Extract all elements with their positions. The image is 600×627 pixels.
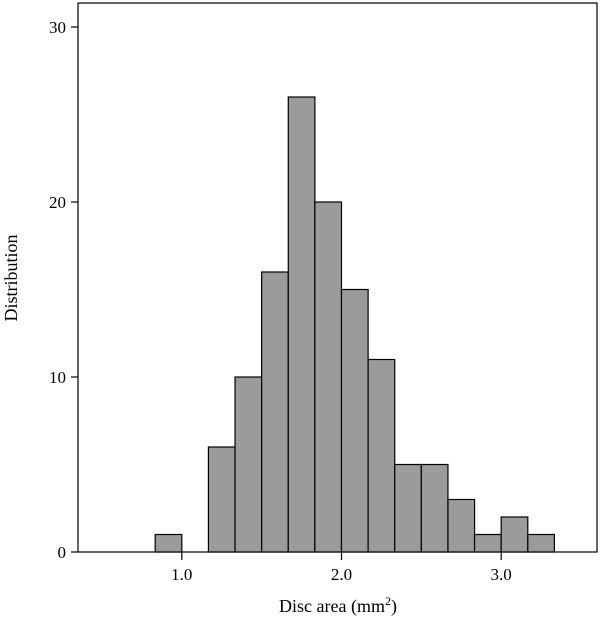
y-axis-title: Distribution <box>1 234 21 321</box>
histogram-bar-2 <box>234 376 263 553</box>
x-tick-label-0: 1.0 <box>171 565 192 584</box>
histogram-bar-9 <box>420 463 449 553</box>
x-axis-title-superscript: 2 <box>385 594 391 608</box>
y-tick-label-2: 20 <box>49 193 66 212</box>
y-axis: 0 10 20 30 <box>49 18 78 562</box>
histogram-bar-4 <box>287 96 316 553</box>
histogram-bar-8 <box>394 463 422 553</box>
histogram-bar-1 <box>207 446 236 553</box>
bars-group <box>154 96 556 553</box>
histogram-bar-10 <box>447 498 476 553</box>
histogram-bar-11 <box>473 533 502 553</box>
histogram-bar-7 <box>367 358 396 553</box>
x-axis-title-suffix: ) <box>391 596 397 617</box>
histogram-bar-12 <box>500 516 529 553</box>
histogram-bar-13 <box>527 533 556 553</box>
histogram-bar-0 <box>154 533 183 553</box>
x-tick-label-2: 3.0 <box>491 565 512 584</box>
x-axis-title: Disc area (mm2) <box>279 594 397 617</box>
x-axis: 1.0 2.0 3.0 <box>171 552 512 584</box>
y-tick-label-0: 0 <box>58 543 67 562</box>
histogram-bar-6 <box>340 288 369 553</box>
y-tick-label-1: 10 <box>49 368 66 387</box>
x-tick-label-1: 2.0 <box>331 565 352 584</box>
histogram-bar-5 <box>314 201 343 553</box>
y-tick-label-3: 30 <box>49 18 66 37</box>
histogram-bar-3 <box>261 271 289 553</box>
